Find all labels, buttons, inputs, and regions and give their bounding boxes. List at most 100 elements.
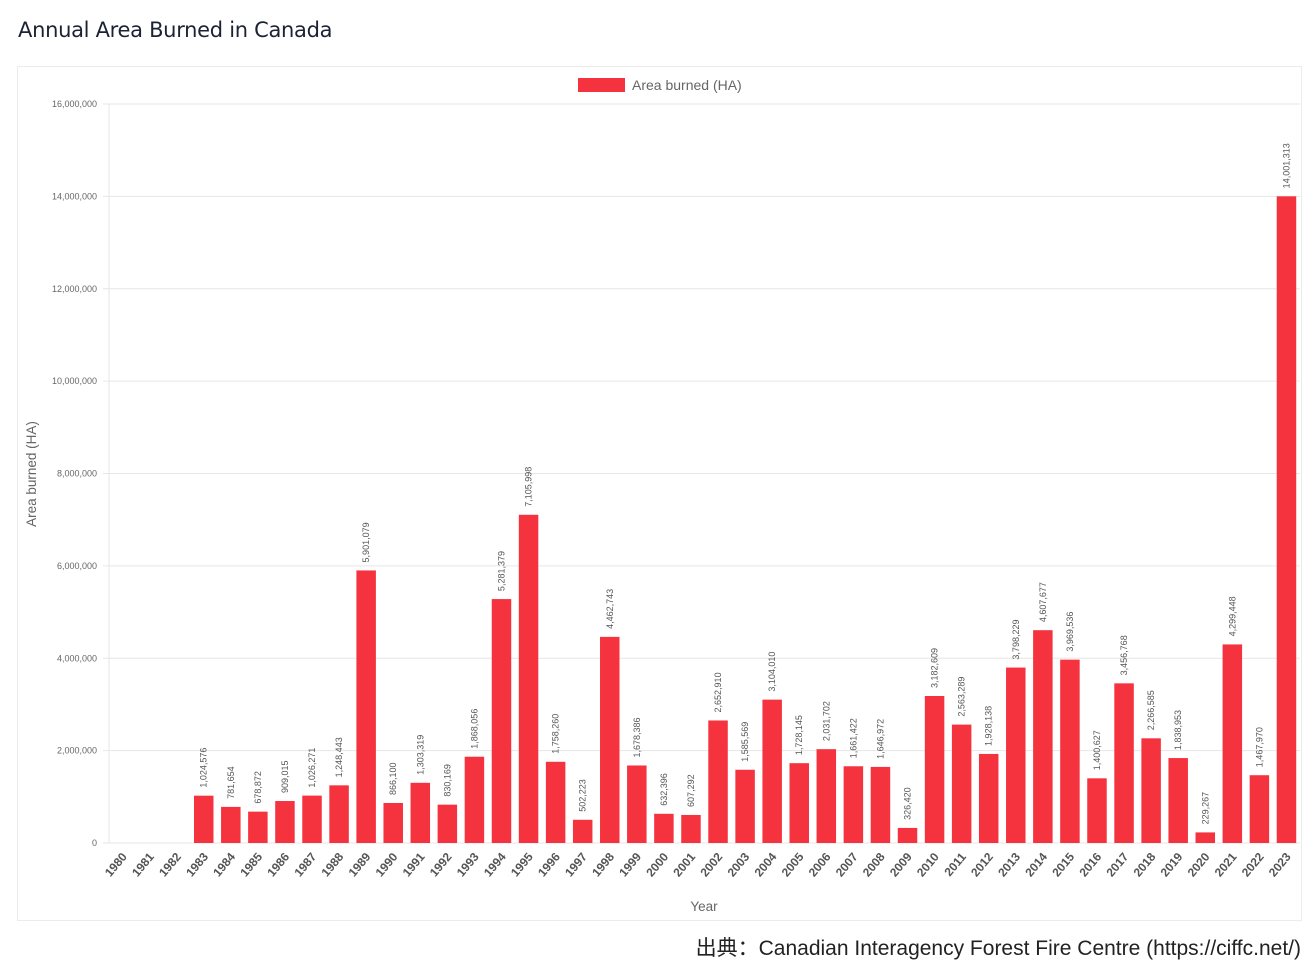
bar-2000[interactable] <box>654 813 674 843</box>
y-axis-title: Area burned (HA) <box>24 421 39 527</box>
x-tick-label: 2022 <box>1239 850 1267 880</box>
bar-2019[interactable] <box>1168 758 1188 843</box>
page-title: Annual Area Burned in Canada <box>18 18 333 42</box>
data-label-1985: 678,872 <box>253 771 263 804</box>
data-label-2020: 229,267 <box>1200 792 1210 825</box>
data-label-2003: 1,585,569 <box>740 722 750 762</box>
data-label-2010: 3,182,609 <box>930 648 940 688</box>
data-label-1988: 1,248,443 <box>334 737 344 777</box>
x-tick-label: 2017 <box>1103 850 1131 880</box>
data-label-2023: 14,001,313 <box>1281 143 1291 188</box>
x-axis-ticks: 1980 1981 1982 1983 1984 1985 1986 1987 1988 1989… <box>102 850 1294 880</box>
bar-1997[interactable] <box>572 819 593 843</box>
data-label-1999: 1,678,386 <box>632 717 642 757</box>
data-label-2000: 632,396 <box>659 773 669 806</box>
bar-1991[interactable] <box>410 782 431 843</box>
bar-1990[interactable] <box>383 802 403 843</box>
x-tick-label: 1986 <box>264 850 292 880</box>
bar-2020[interactable] <box>1195 832 1216 843</box>
bar-1985[interactable] <box>248 811 268 843</box>
data-label-1998: 4,462,743 <box>605 589 615 629</box>
data-label-1987: 1,026,271 <box>307 748 317 788</box>
bar-1987[interactable] <box>302 795 322 843</box>
x-tick-label: 2007 <box>833 850 861 880</box>
bar-2001[interactable] <box>681 814 701 843</box>
bar-2007[interactable] <box>843 766 864 843</box>
x-tick-label: 1980 <box>102 850 130 880</box>
x-tick-label: 2010 <box>914 850 942 880</box>
data-label-2015: 3,969,536 <box>1065 612 1075 652</box>
data-label-2016: 1,400,627 <box>1092 730 1102 770</box>
bar-2016[interactable] <box>1087 778 1107 843</box>
bar-1999[interactable] <box>627 765 647 843</box>
legend-label: Area burned (HA) <box>632 77 742 93</box>
bar-1996[interactable] <box>545 761 566 843</box>
y-tick-label: 6,000,000 <box>57 561 97 571</box>
bar-1983[interactable] <box>193 795 214 843</box>
data-label-2012: 1,928,138 <box>984 706 994 746</box>
data-label-1989: 5,901,079 <box>361 522 371 562</box>
bar-2018[interactable] <box>1141 738 1161 843</box>
data-label-2022: 1,467,970 <box>1254 727 1264 767</box>
y-tick-label: 16,000,000 <box>52 99 97 109</box>
data-label-2001: 607,292 <box>686 774 696 807</box>
bar-2003[interactable] <box>735 769 755 843</box>
bar-2013[interactable] <box>1006 667 1026 843</box>
x-tick-label: 1996 <box>535 850 563 880</box>
x-tick-label: 1999 <box>616 850 644 880</box>
bar-2008[interactable] <box>870 766 891 843</box>
x-tick-label: 1991 <box>400 850 428 880</box>
bar-2004[interactable] <box>762 699 782 843</box>
x-tick-label: 2011 <box>941 850 969 879</box>
bar-1993[interactable] <box>464 756 485 843</box>
grid-lines <box>103 103 1300 844</box>
bar-1994[interactable] <box>491 599 512 843</box>
data-label-2017: 3,456,768 <box>1119 635 1129 675</box>
y-tick-label: 12,000,000 <box>52 284 97 294</box>
bar-2009[interactable] <box>897 827 918 843</box>
y-axis-ticks: 0 2,000,000 4,000,000 6,000,000 8,000,000 10,… <box>52 99 97 848</box>
legend[interactable]: Area burned (HA) <box>578 77 742 93</box>
bar-2005[interactable] <box>789 763 809 843</box>
data-label-1983: 1,024,576 <box>199 748 209 788</box>
bar-1988[interactable] <box>329 785 349 843</box>
data-label-2008: 1,646,972 <box>875 719 885 759</box>
x-tick-label: 1998 <box>589 850 617 880</box>
x-tick-label: 1984 <box>210 850 238 880</box>
bar-2021[interactable] <box>1222 644 1243 843</box>
x-tick-label: 1997 <box>562 850 590 880</box>
x-tick-label: 2002 <box>697 850 725 880</box>
x-tick-label: 2012 <box>968 850 996 880</box>
bar-1986[interactable] <box>275 801 295 843</box>
bar-2022[interactable] <box>1249 775 1270 843</box>
bar-2006[interactable] <box>816 749 837 843</box>
bar-1989[interactable] <box>356 570 376 843</box>
bar-1995[interactable] <box>518 514 539 843</box>
x-tick-label: 1983 <box>183 850 211 880</box>
bar-1984[interactable] <box>221 806 241 843</box>
bar-2002[interactable] <box>708 720 728 843</box>
bar-2017[interactable] <box>1114 683 1134 843</box>
bar-2015[interactable] <box>1060 659 1080 843</box>
x-tick-label: 2006 <box>806 850 834 880</box>
bar-2011[interactable] <box>951 724 972 843</box>
bar-2012[interactable] <box>978 753 999 843</box>
y-tick-label: 0 <box>92 838 97 848</box>
bar-2023[interactable] <box>1276 196 1297 844</box>
bar-1998[interactable] <box>600 636 620 843</box>
bar-2010[interactable] <box>924 696 945 843</box>
data-label-2002: 2,652,910 <box>713 672 723 712</box>
x-tick-label: 2001 <box>670 850 698 880</box>
y-tick-label: 8,000,000 <box>57 469 97 479</box>
bar-2014[interactable] <box>1033 630 1053 843</box>
data-label-2006: 2,031,702 <box>821 701 831 741</box>
x-tick-label: 1981 <box>129 850 157 880</box>
data-label-2014: 4,607,677 <box>1038 582 1048 622</box>
x-tick-label: 2019 <box>1158 850 1186 880</box>
data-label-1993: 1,868,056 <box>469 709 479 749</box>
bars <box>193 196 1297 844</box>
y-tick-label: 10,000,000 <box>52 376 97 386</box>
data-label-1995: 7,105,998 <box>524 467 534 507</box>
data-label-1994: 5,281,379 <box>496 551 506 591</box>
bar-1992[interactable] <box>437 804 458 843</box>
